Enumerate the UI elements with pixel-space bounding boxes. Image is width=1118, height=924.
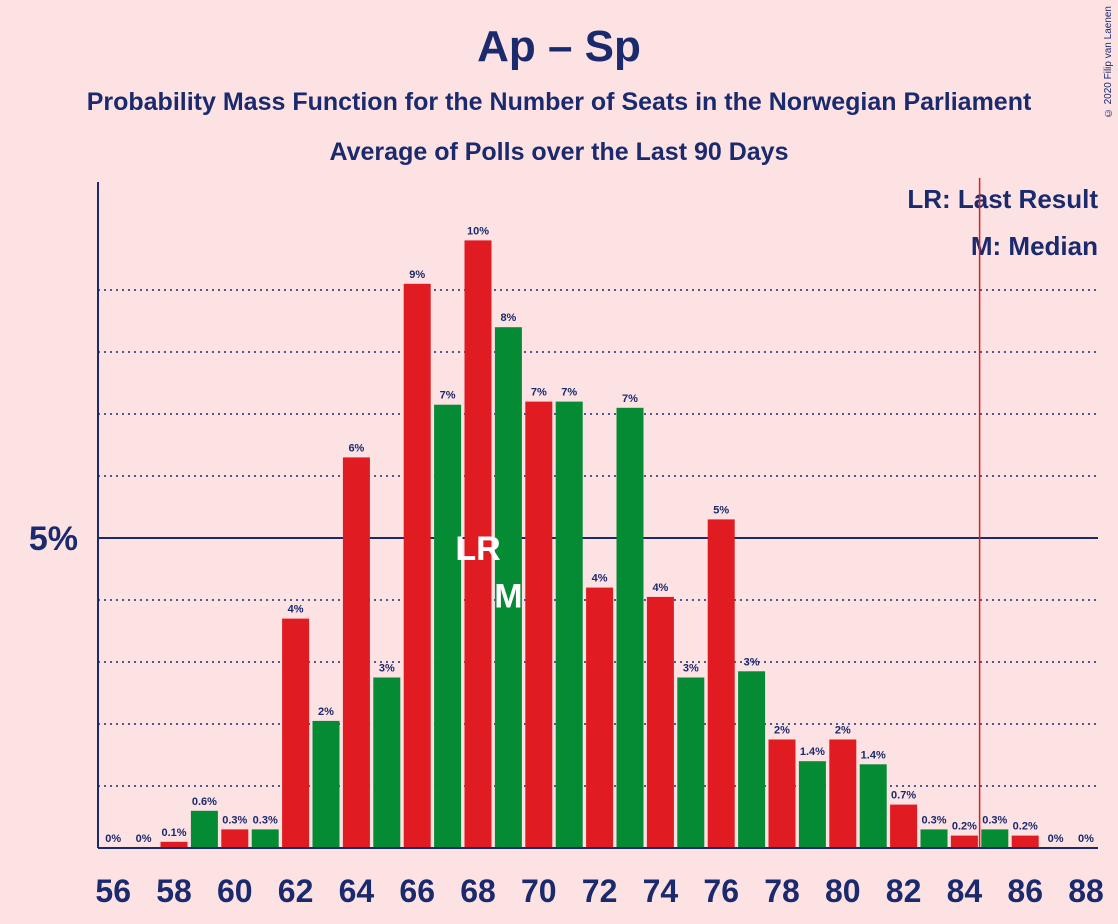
bar xyxy=(798,761,826,848)
bar xyxy=(434,404,462,848)
bar xyxy=(403,283,431,848)
bar xyxy=(859,764,887,848)
x-tick-label: 62 xyxy=(278,873,314,909)
bar xyxy=(373,677,401,848)
bar xyxy=(890,804,918,848)
legend-last-result: LR: Last Result xyxy=(907,184,1098,214)
bar-value-label: 0.3% xyxy=(921,814,946,826)
x-tick-label: 60 xyxy=(217,873,253,909)
bar xyxy=(677,677,705,848)
bar-value-label: 0% xyxy=(105,833,121,845)
chart-title: Ap – Sp xyxy=(477,22,641,71)
bar-value-label: 5% xyxy=(713,504,729,516)
bar-value-label: 7% xyxy=(622,393,638,405)
x-tick-label: 70 xyxy=(521,873,557,909)
bar-value-label: 1.4% xyxy=(861,749,886,761)
bar-value-label: 0.3% xyxy=(982,814,1007,826)
bar xyxy=(707,519,735,848)
x-tick-label: 86 xyxy=(1007,873,1043,909)
x-tick-label: 64 xyxy=(339,873,375,909)
bar xyxy=(251,829,279,848)
y-tick-label: 5% xyxy=(29,520,78,558)
x-tick-label: 88 xyxy=(1068,873,1104,909)
bar-value-label: 7% xyxy=(440,390,456,402)
chart-subtitle-2: Average of Polls over the Last 90 Days xyxy=(329,138,789,166)
bar xyxy=(464,240,492,848)
bar-value-label: 2% xyxy=(318,706,334,718)
bar-value-label: 0% xyxy=(136,833,152,845)
x-tick-label: 72 xyxy=(582,873,618,909)
bar-value-label: 0.3% xyxy=(253,814,278,826)
bar-value-label: 1.4% xyxy=(800,746,825,758)
bar-value-label: 8% xyxy=(500,312,516,324)
bar-value-label: 7% xyxy=(531,387,547,399)
bar xyxy=(312,720,340,848)
median-marker: M xyxy=(494,578,522,616)
bar-value-label: 4% xyxy=(652,582,668,594)
bar-value-label: 6% xyxy=(348,442,364,454)
bar-value-label: 2% xyxy=(774,725,790,737)
x-tick-label: 68 xyxy=(460,873,496,909)
bar xyxy=(920,829,948,848)
bar xyxy=(190,810,218,848)
bar xyxy=(525,401,553,848)
legend-median: M: Median xyxy=(970,231,1098,261)
bar xyxy=(981,829,1009,848)
bar-value-label: 3% xyxy=(744,656,760,668)
bar-value-label: 0.6% xyxy=(192,796,217,808)
x-tick-label: 66 xyxy=(399,873,435,909)
bar xyxy=(555,401,583,848)
bar xyxy=(494,327,522,848)
bar-value-label: 0.7% xyxy=(891,790,916,802)
bar-value-label: 0.2% xyxy=(952,821,977,833)
x-tick-label: 56 xyxy=(95,873,131,909)
bar-value-label: 2% xyxy=(835,725,851,737)
x-tick-label: 76 xyxy=(703,873,739,909)
bar-value-label: 0.2% xyxy=(1013,821,1038,833)
bar xyxy=(646,596,674,848)
bar xyxy=(342,457,370,848)
bar-value-label: 4% xyxy=(288,604,304,616)
bar-value-label: 9% xyxy=(409,269,425,281)
bar xyxy=(221,829,249,848)
bar xyxy=(616,407,644,848)
bar-value-label: 3% xyxy=(683,663,699,675)
x-tick-label: 82 xyxy=(886,873,922,909)
x-tick-label: 74 xyxy=(643,873,679,909)
x-tick-label: 58 xyxy=(156,873,192,909)
bar xyxy=(586,587,614,848)
x-tick-label: 80 xyxy=(825,873,861,909)
bar xyxy=(1011,835,1039,848)
bar-value-label: 0.1% xyxy=(161,827,186,839)
x-tick-label: 84 xyxy=(947,873,983,909)
x-tick-label: 78 xyxy=(764,873,800,909)
bar xyxy=(768,739,796,848)
bar-value-label: 10% xyxy=(467,225,489,237)
chart-subtitle: Probability Mass Function for the Number… xyxy=(86,88,1032,116)
bar-value-label: 0.3% xyxy=(222,814,247,826)
bar xyxy=(160,841,188,848)
bar xyxy=(738,671,766,848)
bar xyxy=(950,835,978,848)
bar xyxy=(282,618,310,848)
bar-value-label: 3% xyxy=(379,663,395,675)
bar-value-label: 4% xyxy=(592,573,608,585)
last-result-marker: LR xyxy=(455,530,500,568)
bar-value-label: 7% xyxy=(561,387,577,399)
bar xyxy=(829,739,857,848)
bar-value-label: 0% xyxy=(1048,833,1064,845)
bar-value-label: 0% xyxy=(1078,833,1094,845)
